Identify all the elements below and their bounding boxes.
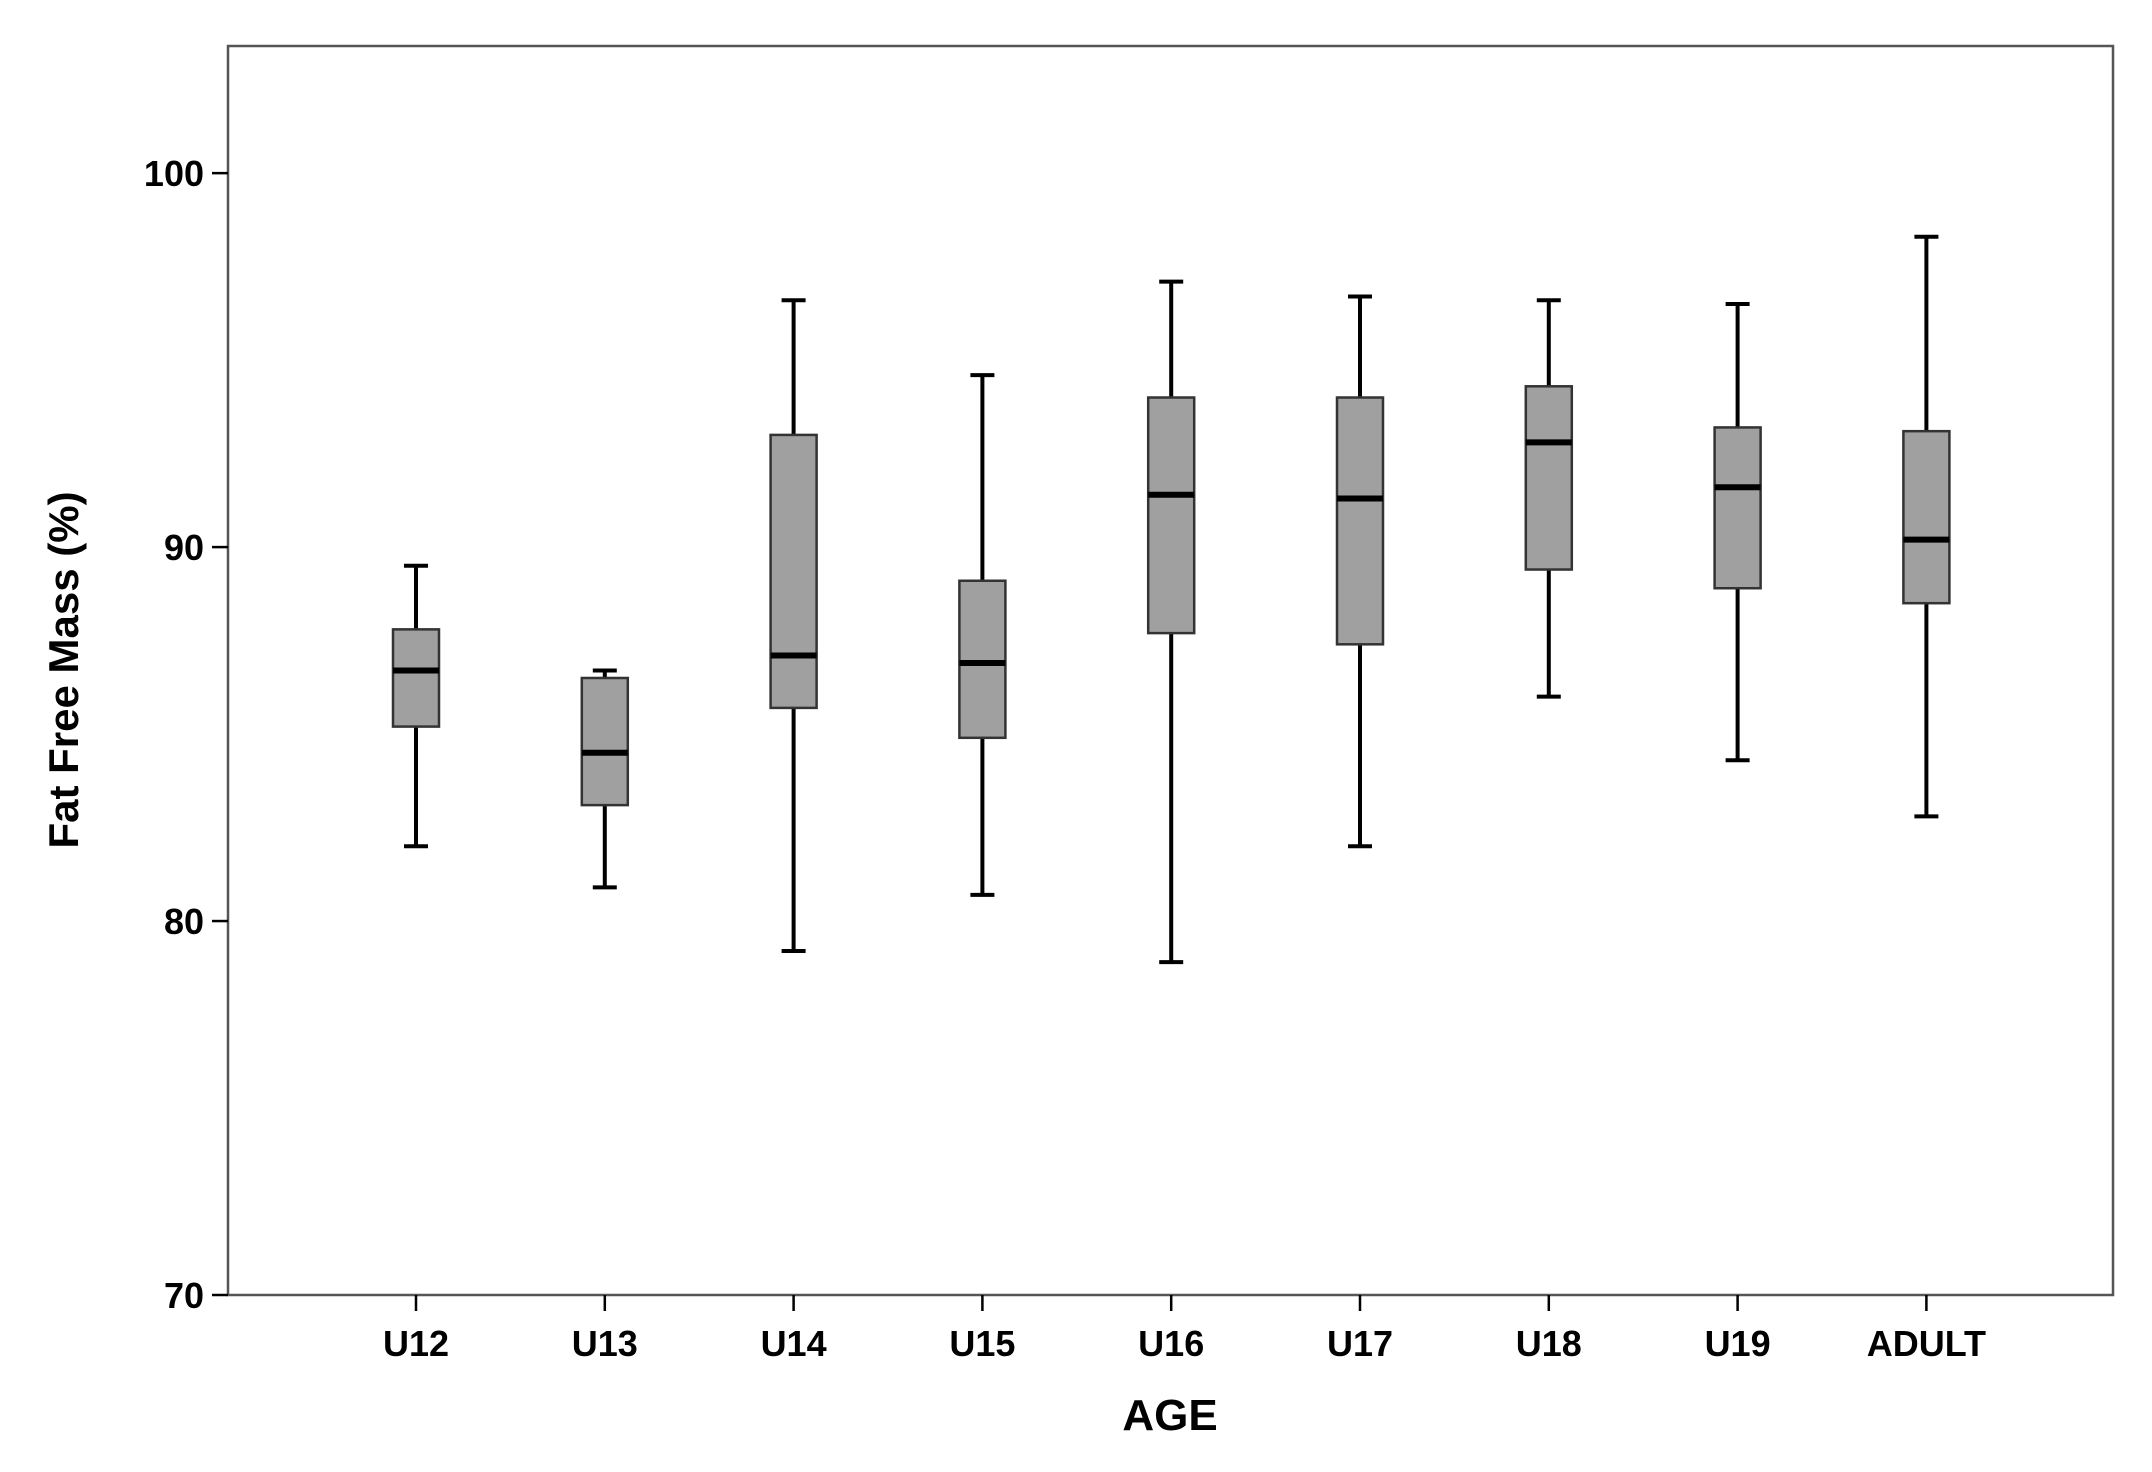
x-tick-label-U12: U12 <box>383 1323 449 1364</box>
x-tick-label-U14: U14 <box>761 1323 827 1364</box>
y-tick-label-100: 100 <box>144 153 204 194</box>
y-tick-label-70: 70 <box>164 1275 204 1316</box>
iqr-box <box>958 579 1007 740</box>
x-tick-label-ADULT: ADULT <box>1867 1323 1986 1364</box>
box-group-U13 <box>580 668 630 890</box>
box-group-U12 <box>391 563 441 849</box>
x-axis-title: AGE <box>1122 1391 1217 1440</box>
box-group-ADULT <box>1902 234 1951 819</box>
y-tick-label-90: 90 <box>164 527 204 568</box>
y-axis-title: Fat Free Mass (%) <box>40 491 87 848</box>
box-group-U18 <box>1524 298 1574 699</box>
boxes <box>391 234 1951 965</box>
x-tick-label-U18: U18 <box>1516 1323 1582 1364</box>
box-group-U16 <box>1146 279 1196 965</box>
x-tick-label-U16: U16 <box>1138 1323 1204 1364</box>
y-axis: 70 80 90 100 <box>144 153 228 1316</box>
iqr-box <box>1902 429 1951 605</box>
box-group-U15 <box>958 373 1007 897</box>
iqr-box <box>1524 385 1574 571</box>
iqr-box <box>769 433 818 710</box>
iqr-box <box>1146 396 1196 635</box>
x-axis: U12 U13 U14 U15 U16 U17 U18 U19 ADULT <box>383 1295 1986 1364</box>
x-tick-label-U15: U15 <box>949 1323 1015 1364</box>
y-tick-label-80: 80 <box>164 901 204 942</box>
x-tick-label-U19: U19 <box>1705 1323 1771 1364</box>
iqr-box <box>580 676 630 807</box>
x-tick-label-U13: U13 <box>572 1323 638 1364</box>
iqr-box <box>1335 396 1385 646</box>
x-tick-label-U17: U17 <box>1327 1323 1393 1364</box>
box-group-U19 <box>1713 302 1762 763</box>
iqr-box <box>391 628 441 728</box>
iqr-box <box>1713 426 1762 590</box>
box-group-U17 <box>1335 294 1385 849</box>
box-group-U14 <box>769 298 818 953</box>
